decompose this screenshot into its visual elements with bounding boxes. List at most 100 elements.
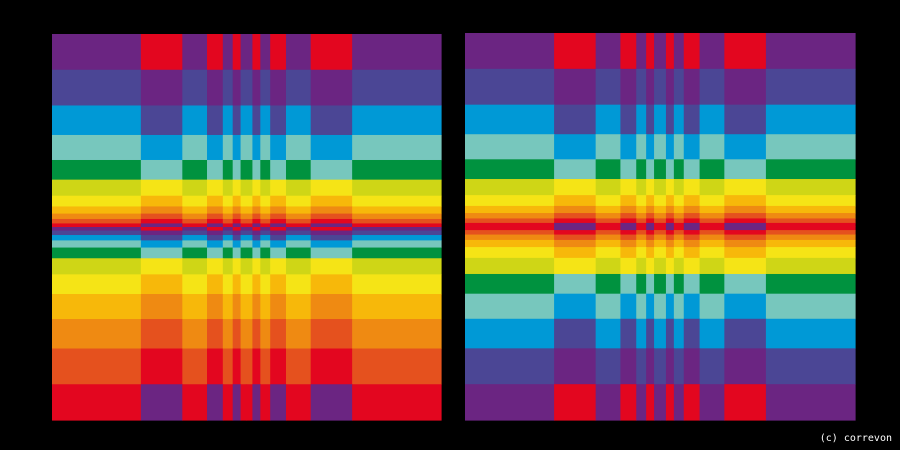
plaid-cell — [232, 294, 242, 320]
plaid-cell — [465, 33, 555, 70]
plaid-cell — [683, 68, 701, 106]
plaid-cell — [140, 247, 183, 259]
plaid-cell — [673, 234, 685, 241]
plaid-cell — [207, 240, 224, 249]
plaid-cell — [140, 134, 183, 161]
plaid-cell — [654, 273, 661, 295]
plaid-cell — [140, 223, 183, 228]
plaid-cell — [240, 258, 248, 275]
plaid-cell — [207, 223, 224, 228]
plaid-cell — [665, 104, 675, 135]
plaid-cell — [270, 240, 287, 249]
plaid-cell — [465, 195, 555, 207]
plaid-cell — [310, 34, 353, 71]
plaid-cell — [246, 179, 254, 197]
plaid-cell — [182, 69, 208, 107]
plaid-cell — [222, 230, 234, 236]
plaid-cell — [665, 247, 675, 259]
plaid-cell — [660, 134, 667, 160]
plaid-cell — [683, 273, 701, 295]
plaid-cell — [673, 195, 685, 207]
plaid-cell — [182, 247, 208, 259]
plaid-cell — [260, 384, 271, 421]
plaid-cell — [140, 230, 183, 236]
plaid-cell — [660, 318, 667, 349]
plaid-cell — [140, 294, 183, 320]
plaid-cell — [673, 239, 685, 248]
plaid-cell — [699, 179, 725, 196]
plaid-cell — [246, 247, 254, 259]
plaid-cell — [182, 159, 208, 181]
plaid-cell — [310, 247, 353, 259]
plaid-cell — [620, 247, 637, 259]
plaid-cell — [270, 274, 287, 295]
plaid-cell — [182, 235, 208, 241]
plaid-cell — [270, 105, 287, 136]
plaid-cell — [310, 274, 353, 295]
plaid-cell — [683, 230, 701, 236]
plaid-cell — [595, 222, 622, 228]
plaid-cell — [207, 235, 224, 241]
plaid-cell — [683, 213, 701, 220]
plaid-cell — [52, 206, 142, 215]
plaid-cell — [240, 227, 248, 232]
plaid-cell — [646, 348, 655, 385]
plaid-cell — [646, 222, 655, 228]
plaid-cell — [52, 223, 142, 228]
plaid-cell — [270, 69, 287, 107]
plaid-cell — [636, 205, 647, 214]
plaid-cell — [699, 318, 725, 349]
plaid-cell — [182, 218, 208, 225]
plaid-cell — [310, 195, 353, 208]
plaid-cell — [646, 68, 655, 106]
plaid-cell — [646, 273, 655, 295]
plaid-cell — [654, 247, 661, 259]
plaid-cell — [465, 230, 555, 236]
plaid-cell — [699, 348, 725, 385]
plaid-cell — [699, 226, 725, 231]
plaid-cell — [222, 134, 234, 161]
plaid-cell — [260, 348, 271, 385]
plaid-cell — [240, 230, 248, 236]
plaid-cell — [620, 33, 637, 70]
plaid-cell — [620, 222, 637, 228]
plaid-cell — [246, 274, 254, 295]
plaid-cell — [222, 258, 234, 275]
plaid-cell — [182, 213, 208, 220]
plaid-cell — [252, 240, 261, 249]
plaid-cell — [665, 33, 675, 70]
plaid-cell — [699, 104, 725, 135]
plaid-cell — [140, 34, 183, 71]
plaid-cell — [222, 159, 234, 181]
plaid-cell — [765, 195, 856, 207]
plaid-cell — [246, 235, 254, 241]
plaid-cell — [660, 239, 667, 248]
plaid-cell — [620, 234, 637, 241]
plaid-cell — [52, 240, 142, 249]
plaid-cell — [240, 235, 248, 241]
plaid-cell — [232, 105, 242, 136]
plaid-cell — [310, 159, 353, 181]
plaid-cell — [724, 384, 767, 421]
plaid-cell — [252, 247, 261, 259]
plaid-cell — [207, 384, 224, 421]
plaid-cell — [765, 159, 856, 180]
plaid-cell — [222, 218, 234, 225]
plaid-cell — [222, 195, 234, 208]
plaid-cell — [252, 105, 261, 136]
plaid-cell — [232, 206, 242, 215]
plaid-cell — [140, 258, 183, 275]
plaid-cell — [595, 159, 622, 180]
plaid-cell — [654, 179, 661, 196]
plaid-cell — [465, 273, 555, 295]
plaid-cell — [724, 230, 767, 236]
plaid-cell — [724, 348, 767, 385]
plaid-cell — [232, 247, 242, 259]
plaid-cell — [310, 223, 353, 228]
plaid-cell — [620, 218, 637, 224]
plaid-cell — [240, 179, 248, 197]
plaid-cell — [699, 159, 725, 180]
plaid-cell — [724, 205, 767, 214]
plaid-cell — [232, 384, 242, 421]
plaid-cell — [222, 227, 234, 232]
